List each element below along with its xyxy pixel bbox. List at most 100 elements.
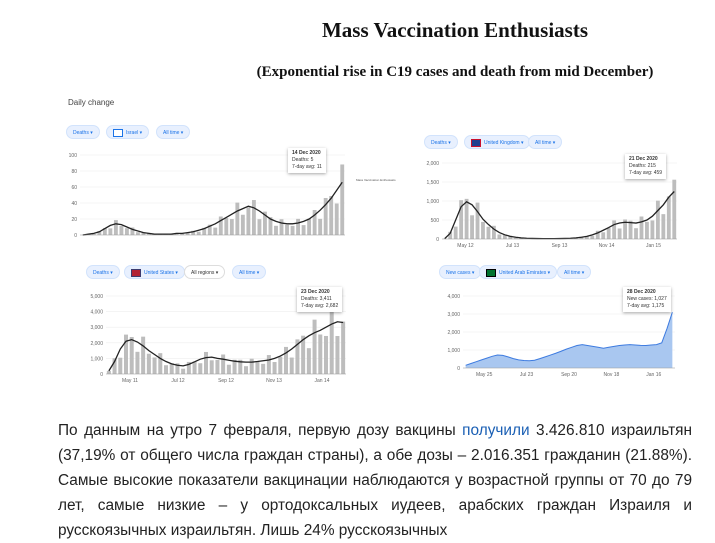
bar <box>255 362 259 374</box>
bar <box>470 215 474 239</box>
y-tick-label: 0 <box>74 233 77 239</box>
x-tick-label: Sep 20 <box>561 372 577 378</box>
bar <box>341 322 345 374</box>
y-tick-label: 1,500 <box>426 180 439 186</box>
bar <box>307 219 311 235</box>
bar <box>257 219 261 235</box>
bar <box>302 225 306 235</box>
bar <box>291 226 295 235</box>
tooltip-line-1: Deaths: 5 <box>292 157 313 163</box>
x-tick-label: Sep 13 <box>552 243 568 249</box>
bar <box>241 215 245 235</box>
bar <box>667 196 671 239</box>
bar <box>454 227 458 239</box>
y-tick-label: 4,000 <box>90 310 103 316</box>
y-tick-label: 2,000 <box>447 330 460 336</box>
y-tick-label: 3,000 <box>90 325 103 331</box>
bar <box>136 232 140 235</box>
bar <box>590 236 594 239</box>
bar <box>634 228 638 239</box>
bar <box>164 365 168 374</box>
y-tick-label: 60 <box>71 185 77 191</box>
bar <box>285 225 289 235</box>
tooltip-date: 23 Dec 2020 <box>301 289 338 296</box>
y-tick-label: 1,000 <box>447 348 460 354</box>
bar <box>197 232 201 235</box>
chart-panel-us: Deaths ▾ United States ▾ All regions ▾ A… <box>80 262 352 390</box>
bar <box>612 220 616 239</box>
bar <box>193 362 197 374</box>
y-tick-label: 500 <box>431 218 440 224</box>
y-tick-label: 5,000 <box>90 294 103 300</box>
y-tick-label: 100 <box>69 153 78 159</box>
tooltip-line-1: New cases: 1,027 <box>627 296 667 302</box>
bar <box>629 221 633 239</box>
bar <box>158 353 162 374</box>
bar <box>125 228 129 235</box>
bar <box>119 226 123 235</box>
y-tick-label: 2,000 <box>426 161 439 167</box>
bar <box>130 337 134 374</box>
bar <box>244 366 248 374</box>
bar <box>252 200 256 235</box>
y-tick-label: 0 <box>436 237 439 243</box>
bar <box>107 371 111 374</box>
bar <box>307 348 311 374</box>
bar <box>198 363 202 374</box>
bar <box>118 358 122 374</box>
bar <box>335 204 339 235</box>
bar <box>267 355 271 374</box>
bar <box>497 234 501 239</box>
chart-panel-uae: New cases ▾ United Arab Emirates ▾ All t… <box>435 262 685 390</box>
bar <box>640 217 644 239</box>
y-tick-label: 4,000 <box>447 294 460 300</box>
tooltip-line-2: 7-day avg: 459 <box>629 170 662 176</box>
bar <box>153 357 157 374</box>
bar <box>330 307 334 374</box>
tooltip-line-1: Deaths: 215 <box>629 163 656 169</box>
y-tick-label: 40 <box>71 201 77 207</box>
bar <box>465 199 469 239</box>
bar <box>230 219 234 235</box>
y-tick-label: 2,000 <box>90 341 103 347</box>
source-link[interactable]: получили <box>462 422 529 439</box>
bar <box>618 228 622 239</box>
bar <box>227 365 231 374</box>
bar <box>246 207 250 235</box>
paragraph-text-end: 3.426.810 израильтян (37,19% от общего ч… <box>58 422 692 539</box>
x-tick-label: Jan 15 <box>646 243 661 249</box>
bar <box>181 369 185 374</box>
bar <box>340 164 344 235</box>
bar <box>607 228 611 239</box>
y-tick-label: 0 <box>100 372 103 378</box>
bar <box>273 362 277 374</box>
tooltip-date: 14 Dec 2020 <box>292 150 322 157</box>
page-title: Mass Vaccination Enthusiasts <box>0 18 715 43</box>
paragraph-text-start: По данным на утро 7 февраля, первую дозу… <box>58 422 462 439</box>
bar <box>601 232 605 239</box>
chart-panel-uk: Deaths ▾ United Kingdom ▾ All time ▾ 2,0… <box>418 125 690 253</box>
bar <box>141 337 145 374</box>
bar <box>221 355 225 374</box>
tooltip-date: 28 Dec 2020 <box>627 289 667 296</box>
bar <box>284 347 288 374</box>
y-tick-label: 80 <box>71 169 77 175</box>
daily-change-label: Daily change <box>68 98 114 107</box>
bar <box>114 220 118 235</box>
y-tick-label: 1,000 <box>426 199 439 205</box>
tooltip-line-1: Deaths: 3,411 <box>301 296 332 302</box>
y-tick-label: 0 <box>457 366 460 372</box>
bar <box>313 320 317 374</box>
x-tick-label: Nov 18 <box>603 372 619 378</box>
bar <box>661 214 665 239</box>
bar <box>290 358 294 374</box>
bar <box>250 359 254 374</box>
y-tick-label: 3,000 <box>447 312 460 318</box>
bar <box>213 228 217 235</box>
